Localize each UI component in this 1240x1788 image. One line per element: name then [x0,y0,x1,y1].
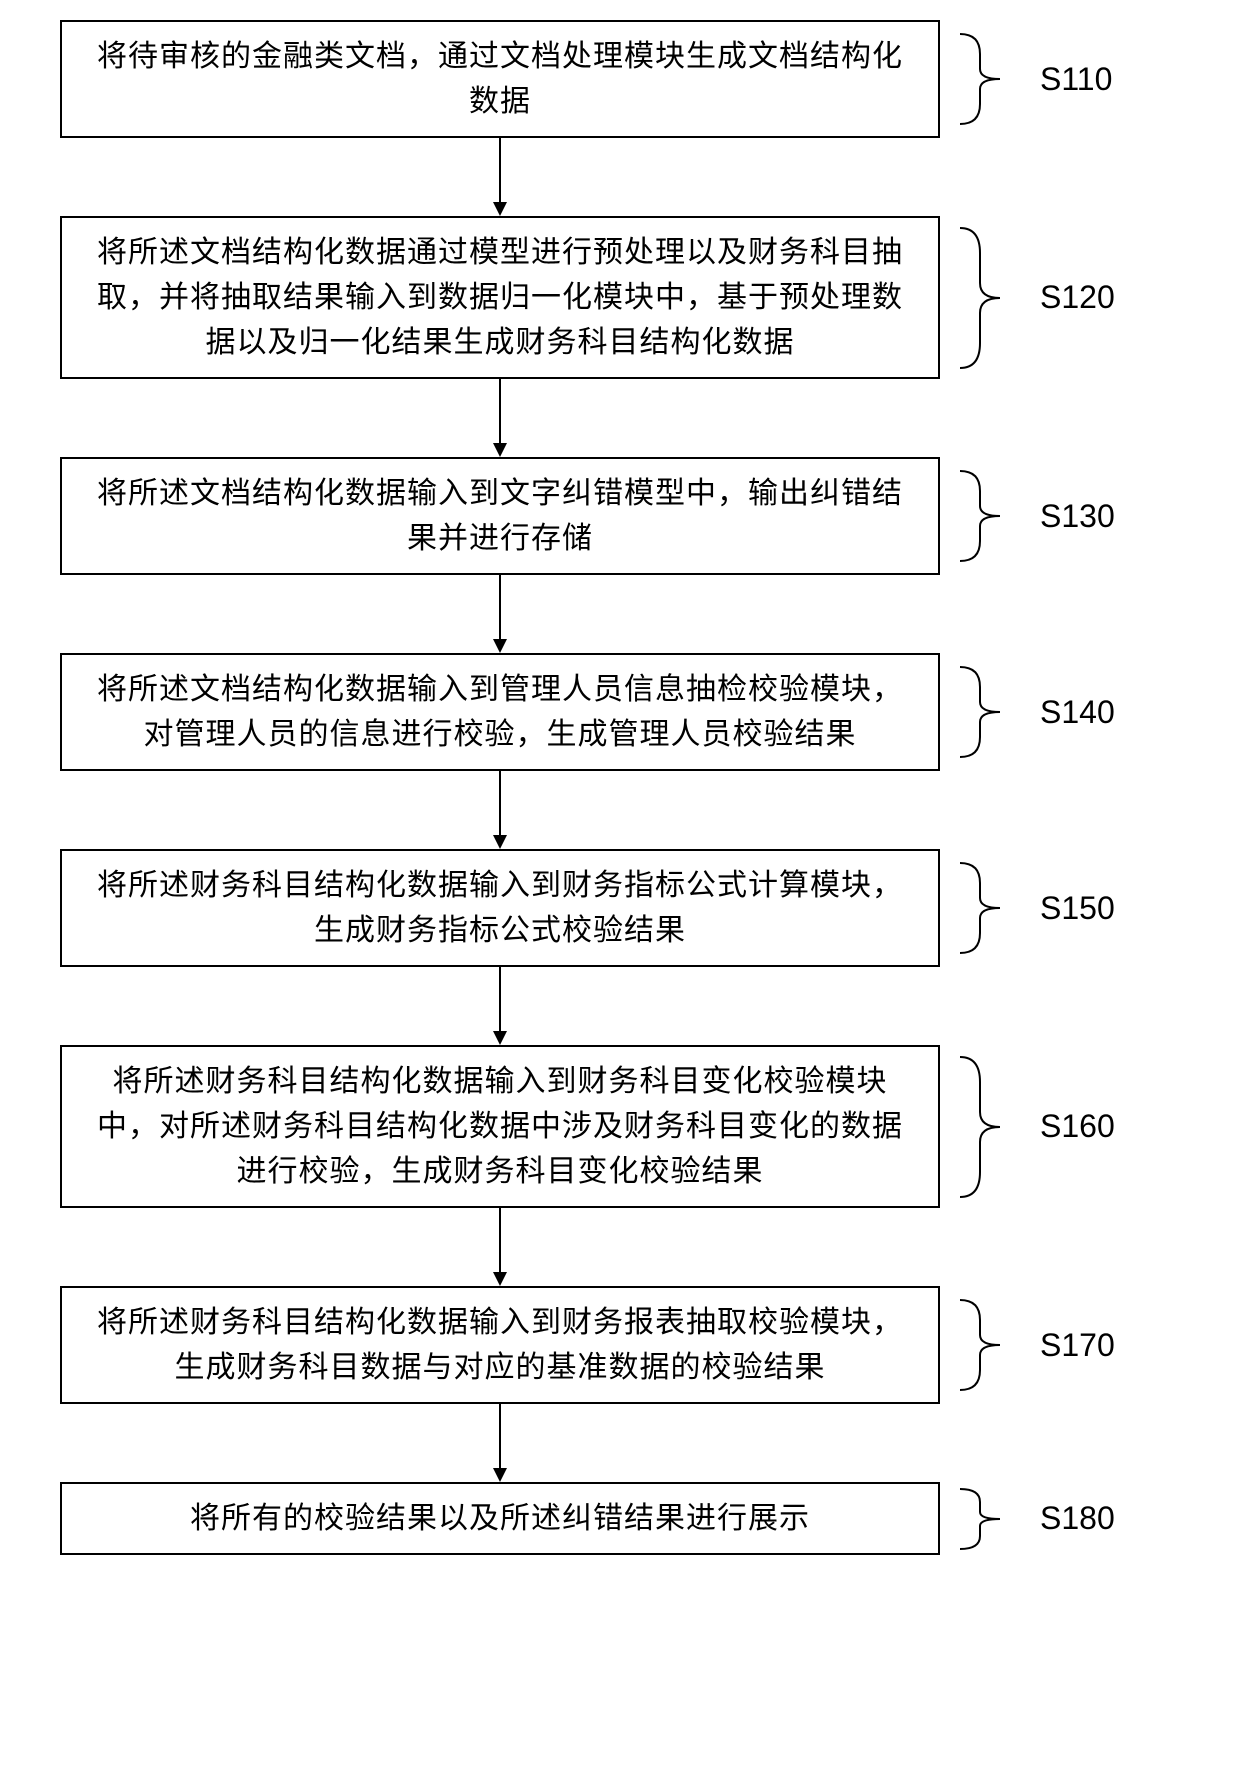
step-text: 将所述财务科目结构化数据输入到财务指标公式计算模块，生成财务指标公式校验结果 [82,863,918,953]
flow-step: 将所述文档结构化数据通过模型进行预处理以及财务科目抽取，并将抽取结果输入到数据归… [60,216,1180,379]
flow-arrow [60,1208,940,1286]
step-label: S130 [1040,498,1115,535]
step-text: 将所述文档结构化数据通过模型进行预处理以及财务科目抽取，并将抽取结果输入到数据归… [82,230,918,365]
step-box-s160: 将所述财务科目结构化数据输入到财务科目变化校验模块中，对所述财务科目结构化数据中… [60,1045,940,1208]
flow-step: 将所有的校验结果以及所述纠错结果进行展示 S180 [60,1482,1180,1555]
flow-arrow [60,138,940,216]
step-box-s110: 将待审核的金融类文档，通过文档处理模块生成文档结构化数据 [60,20,940,138]
flow-step: 将所述文档结构化数据输入到管理人员信息抽检校验模块，对管理人员的信息进行校验，生… [60,653,1180,771]
flow-step: 将所述财务科目结构化数据输入到财务报表抽取校验模块，生成财务科目数据与对应的基准… [60,1286,1180,1404]
flow-arrow [60,967,940,1045]
step-label: S160 [1040,1108,1115,1145]
step-label: S180 [1040,1500,1115,1537]
step-label: S140 [1040,694,1115,731]
brace-icon [940,662,1020,762]
flow-step: 将待审核的金融类文档，通过文档处理模块生成文档结构化数据 S110 [60,20,1180,138]
step-label: S110 [1040,61,1112,98]
brace-icon [940,1484,1020,1554]
brace-icon [940,466,1020,566]
step-text: 将所述文档结构化数据输入到文字纠错模型中，输出纠错结果并进行存储 [82,471,918,561]
brace-icon [940,223,1020,373]
step-text: 将所述财务科目结构化数据输入到财务科目变化校验模块中，对所述财务科目结构化数据中… [82,1059,918,1194]
flow-arrow [60,379,940,457]
step-box-s130: 将所述文档结构化数据输入到文字纠错模型中，输出纠错结果并进行存储 [60,457,940,575]
step-text: 将所述文档结构化数据输入到管理人员信息抽检校验模块，对管理人员的信息进行校验，生… [82,667,918,757]
brace-icon [940,29,1020,129]
brace-icon [940,858,1020,958]
step-box-s170: 将所述财务科目结构化数据输入到财务报表抽取校验模块，生成财务科目数据与对应的基准… [60,1286,940,1404]
step-text: 将所有的校验结果以及所述纠错结果进行展示 [190,1496,810,1541]
brace-icon [940,1052,1020,1202]
brace-icon [940,1295,1020,1395]
step-text: 将所述财务科目结构化数据输入到财务报表抽取校验模块，生成财务科目数据与对应的基准… [82,1300,918,1390]
flow-step: 将所述财务科目结构化数据输入到财务指标公式计算模块，生成财务指标公式校验结果 S… [60,849,1180,967]
step-text: 将待审核的金融类文档，通过文档处理模块生成文档结构化数据 [82,34,918,124]
step-label: S120 [1040,279,1115,316]
flow-arrow [60,1404,940,1482]
step-label: S150 [1040,890,1115,927]
flow-arrow [60,575,940,653]
flow-step: 将所述财务科目结构化数据输入到财务科目变化校验模块中，对所述财务科目结构化数据中… [60,1045,1180,1208]
flow-step: 将所述文档结构化数据输入到文字纠错模型中，输出纠错结果并进行存储 S130 [60,457,1180,575]
step-label: S170 [1040,1327,1115,1364]
step-box-s180: 将所有的校验结果以及所述纠错结果进行展示 [60,1482,940,1555]
step-box-s120: 将所述文档结构化数据通过模型进行预处理以及财务科目抽取，并将抽取结果输入到数据归… [60,216,940,379]
flow-arrow [60,771,940,849]
step-box-s150: 将所述财务科目结构化数据输入到财务指标公式计算模块，生成财务指标公式校验结果 [60,849,940,967]
flowchart-container: 将待审核的金融类文档，通过文档处理模块生成文档结构化数据 S110 将所述文档结… [60,20,1180,1555]
step-box-s140: 将所述文档结构化数据输入到管理人员信息抽检校验模块，对管理人员的信息进行校验，生… [60,653,940,771]
